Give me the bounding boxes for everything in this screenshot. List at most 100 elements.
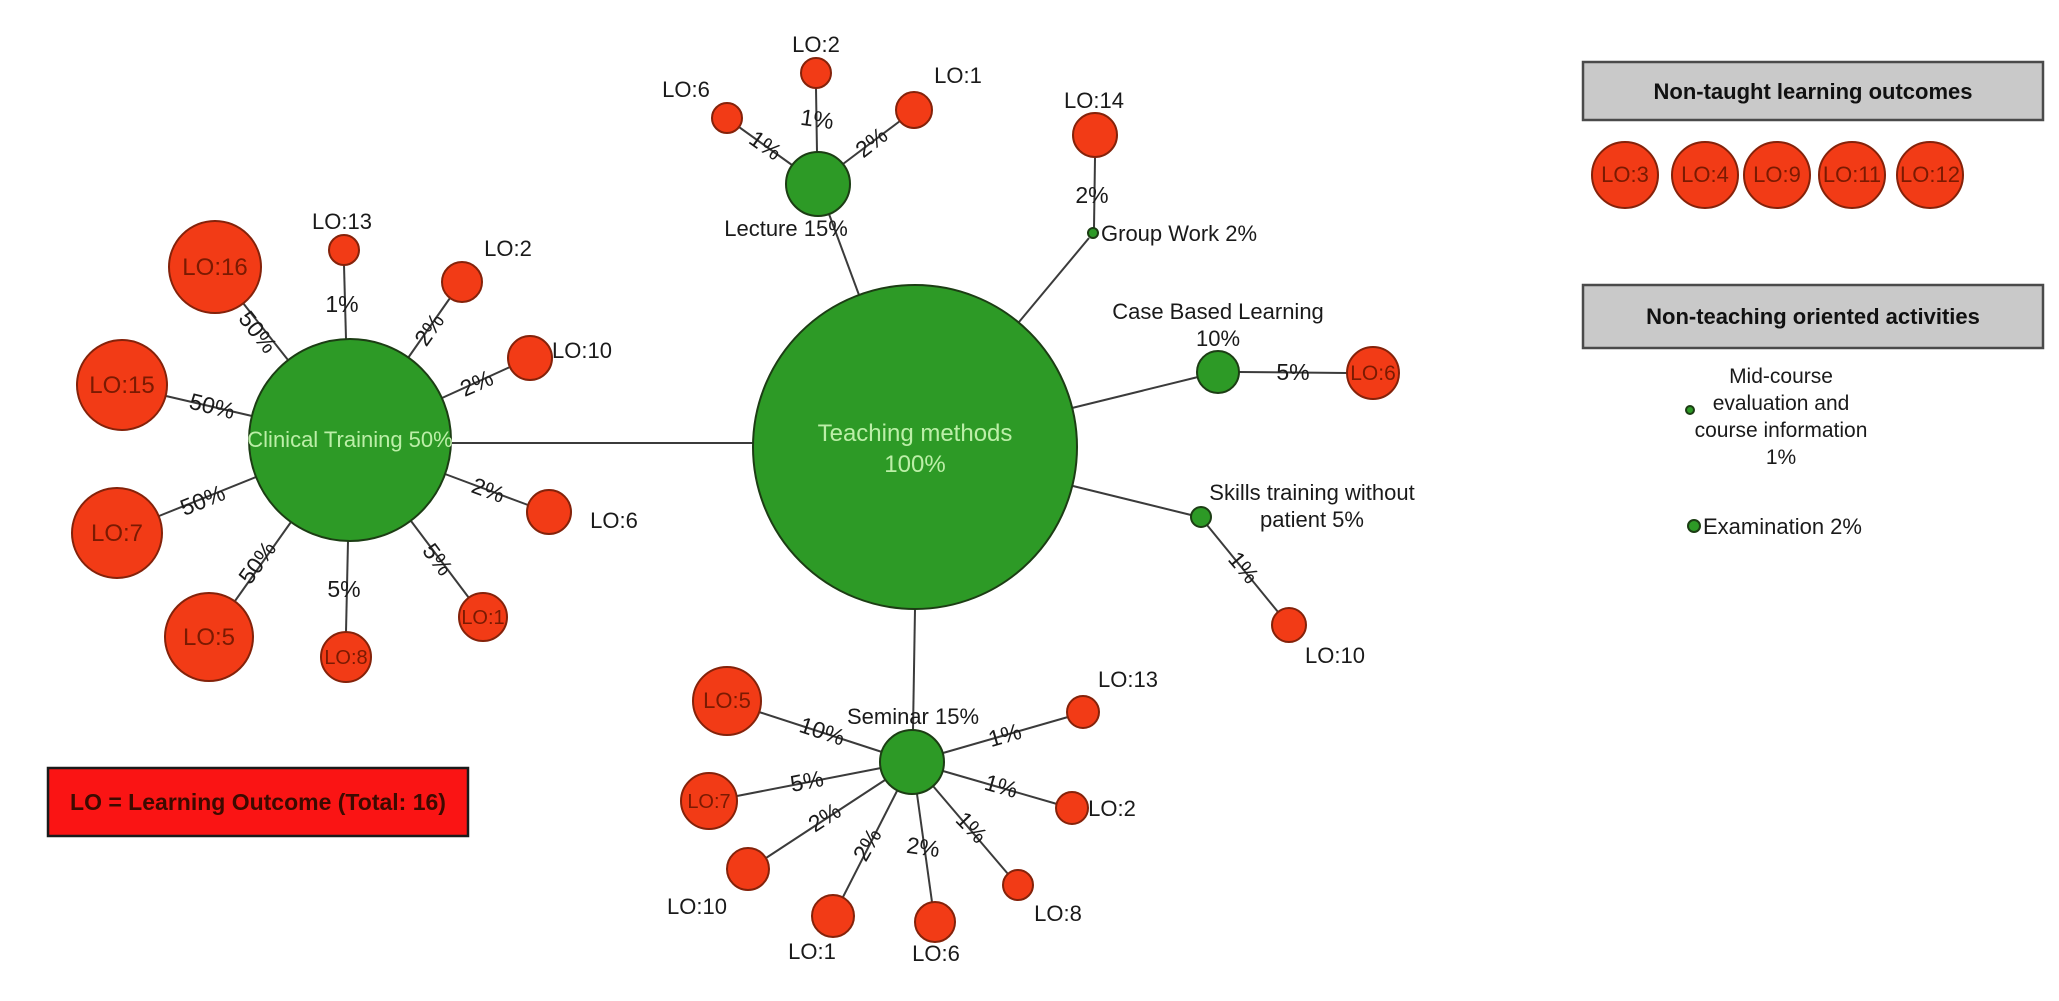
lo8-node: [320, 631, 372, 683]
edge-pct: 10%: [796, 712, 848, 751]
lecture-lo2-node: [800, 57, 832, 89]
non-taught-header-box: [1581, 60, 2045, 122]
seminar-label: Seminar 15%: [847, 704, 979, 729]
teaching-methods-label-2: 100%: [884, 451, 945, 478]
edge-pct: 2%: [1075, 182, 1108, 208]
lo6-node: [526, 489, 572, 535]
lo4-label: LO:4: [1681, 162, 1729, 187]
edge-pct: 1%: [951, 806, 993, 848]
edge-pct: 2%: [803, 797, 845, 837]
skills-cluster: Skills training without patient 5% LO:10…: [1190, 480, 1415, 668]
seminar-lo13-label: LO:13: [1098, 667, 1158, 692]
edge-casebased-lo6: [1238, 371, 1348, 374]
seminar-lo7-node: [680, 772, 738, 830]
clinical-training-node: [248, 338, 452, 542]
edge-pct: 5%: [788, 765, 826, 797]
mid-course-line-4: 1%: [1766, 446, 1796, 469]
edge-pct: 5%: [327, 576, 360, 602]
lo15-label: LO:15: [89, 372, 154, 399]
edge-pct: 1%: [325, 291, 358, 317]
seminar-node: [879, 729, 945, 795]
edge-lecture-lo1: [842, 120, 901, 165]
non-teaching-title: Non-teaching oriented activities: [1646, 304, 1980, 329]
seminar-lo2-node: [1055, 791, 1089, 825]
edge-seminar-lo6: [916, 793, 933, 903]
edge-teaching-lecture: [828, 213, 860, 296]
mid-course-line-3: course information: [1695, 419, 1868, 442]
lo10-label: LO:10: [552, 338, 612, 363]
lo16-label: LO:16: [182, 254, 247, 281]
edge-pct: 50%: [176, 479, 228, 520]
group-work-cluster: Group Work 2% LO:14 2%: [1064, 88, 1257, 246]
seminar-lo8-label: LO:8: [1034, 901, 1082, 926]
lo15-node: [76, 339, 168, 431]
teaching-methods-node: [752, 284, 1078, 610]
edge-clinical-lo6: [444, 473, 529, 506]
lo16-node: [168, 220, 262, 314]
case-based-lo6-node: [1346, 346, 1400, 400]
edge-clinical-lo8: [345, 540, 349, 633]
examination-node: [1687, 519, 1701, 533]
edge-pct: 1%: [744, 125, 786, 165]
non-teaching-panel: Non-teaching oriented activities Mid-cou…: [1581, 283, 2045, 539]
edge-pct: 1%: [985, 718, 1024, 752]
lo5-label: LO:5: [183, 624, 235, 651]
mid-course-line-2: evaluation and: [1713, 392, 1850, 415]
edge-seminar-lo10: [765, 779, 886, 859]
lo9-node: [1743, 141, 1811, 209]
lo4-node: [1671, 141, 1739, 209]
lecture-lo1-node: [895, 91, 933, 129]
lo7-node: [71, 487, 163, 579]
edge-teaching-skills: [1072, 485, 1192, 516]
edge-seminar-lo7: [736, 767, 882, 797]
lo10-node: [507, 335, 553, 381]
group-work-node: [1087, 227, 1099, 239]
edge-skills-lo10: [1206, 524, 1279, 613]
edge-clinical-lo16: [242, 302, 289, 361]
lo14-node: [1072, 112, 1118, 158]
seminar-lo5-node: [692, 666, 762, 736]
examination-label: Examination 2%: [1703, 514, 1862, 539]
edge-clinical-lo1: [410, 520, 470, 599]
lo7-label: LO:7: [91, 520, 143, 547]
case-based-cluster: Case Based Learning 10% LO:6 5%: [1112, 299, 1400, 400]
skills-label-1: Skills training without: [1209, 480, 1414, 505]
mid-course-node: [1685, 405, 1695, 415]
edge-clinical-lo7: [158, 476, 257, 517]
edge-lecture-lo2: [815, 87, 818, 153]
lo11-node: [1818, 141, 1886, 209]
seminar-lo6-label: LO:6: [912, 941, 960, 966]
edge-pct: 50%: [233, 536, 281, 589]
edge-seminar-lo8: [932, 785, 1009, 875]
edge-seminar-lo2: [942, 770, 1058, 805]
legend: LO = Learning Outcome (Total: 16): [46, 766, 470, 838]
edge-pct: 2%: [850, 122, 892, 163]
lo1-node: [458, 592, 508, 642]
edge-pct: 2%: [409, 308, 449, 350]
case-based-label-2: 10%: [1196, 326, 1240, 351]
lo11-label: LO:11: [1823, 162, 1881, 187]
edge-pct: 2%: [468, 472, 508, 508]
edge-teaching-seminar: [912, 608, 916, 731]
lo5-node: [164, 592, 254, 682]
case-based-lo6-label: LO:6: [1350, 362, 1396, 385]
lo12-node: [1896, 141, 1964, 209]
edge-pct: 2%: [456, 364, 497, 401]
edge-clinical-lo10: [441, 366, 511, 399]
lo12-label: LO:12: [1900, 162, 1960, 187]
lecture-label: Lecture 15%: [724, 216, 848, 241]
case-based-node: [1196, 350, 1240, 394]
seminar-lo7-label: LO:7: [687, 791, 730, 813]
edge-clinical-lo5: [234, 521, 292, 602]
edge-pct: 5%: [1276, 359, 1309, 385]
edge-clinical-lo15: [165, 395, 253, 417]
lecture-lo1-label: LO:1: [934, 63, 982, 88]
seminar-lo13-node: [1066, 695, 1100, 729]
edge-groupwork-lo14: [1093, 157, 1096, 229]
seminar-lo1-node: [811, 894, 855, 938]
case-based-label-1: Case Based Learning: [1112, 299, 1324, 324]
edge-teaching-groupwork: [1018, 237, 1090, 323]
edge-clinical-lo13: [343, 264, 347, 340]
